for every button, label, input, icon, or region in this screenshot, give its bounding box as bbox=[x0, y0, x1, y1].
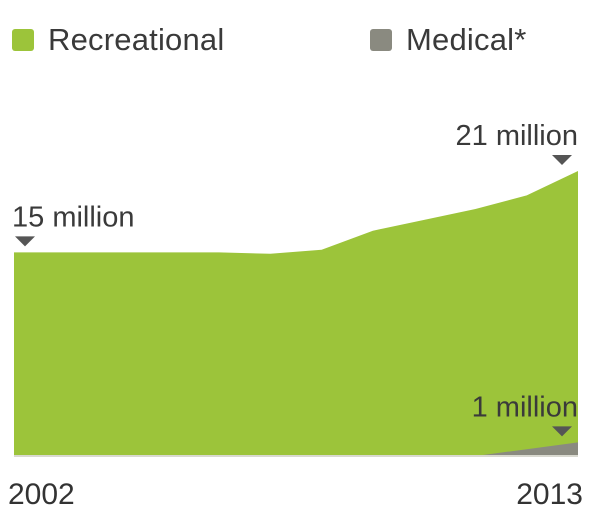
annotation-marker-2 bbox=[552, 426, 572, 437]
legend-swatch-recreational bbox=[12, 29, 34, 51]
legend-label-recreational: Recreational bbox=[48, 22, 225, 57]
legend-item-medical: Medical* bbox=[370, 22, 526, 58]
annotation-label-2: 1 million bbox=[472, 391, 578, 423]
chart-legend: Recreational Medical* bbox=[0, 0, 589, 80]
x-tick-label-end: 2013 bbox=[516, 478, 583, 511]
x-tick-label-start: 2002 bbox=[8, 478, 75, 511]
annotation-marker-1 bbox=[552, 155, 572, 165]
annotation-label-0: 15 million bbox=[12, 201, 135, 233]
legend-item-recreational: Recreational bbox=[12, 22, 224, 58]
area-medical bbox=[14, 442, 578, 456]
annotation-label-1: 21 million bbox=[456, 120, 579, 152]
legend-label-medical: Medical* bbox=[406, 22, 527, 57]
area-recreational bbox=[14, 171, 578, 456]
legend-swatch-medical bbox=[370, 29, 392, 51]
annotation-marker-0 bbox=[15, 236, 35, 247]
